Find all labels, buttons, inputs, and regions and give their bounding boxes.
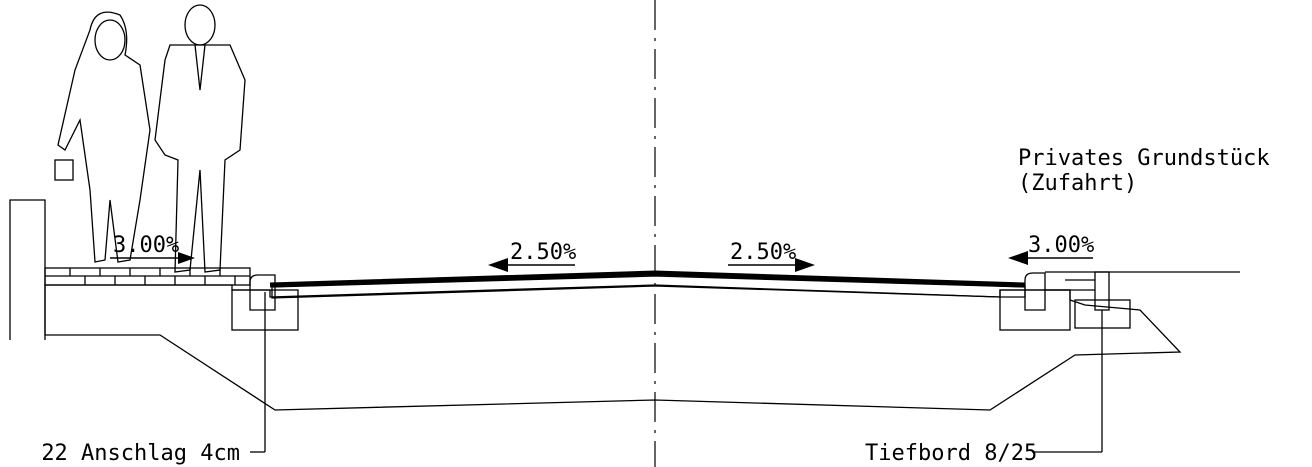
slope-label: 2.50%: [730, 240, 796, 265]
people-figure: [54, 4, 246, 273]
base-layer: [271, 275, 1026, 299]
callout: 22 Anschlag 4cm: [41, 441, 240, 466]
curb: [1024, 272, 1046, 311]
callout: Tiefbord 8/25: [865, 441, 1037, 466]
private-surface: [1045, 271, 1240, 291]
curb-foundation: [999, 289, 1071, 331]
tiefbord: [1094, 271, 1110, 311]
slope-label: 2.50%: [510, 240, 576, 265]
property-label: (Zufahrt): [1018, 171, 1137, 196]
slope-label: 3.00%: [1028, 233, 1094, 258]
concrete-base: [44, 284, 1182, 411]
paving-joints: [45, 268, 250, 285]
property-label: Privates Grundstück: [1018, 146, 1270, 171]
asphalt-surface: [269, 270, 1026, 288]
slope-arrows: [110, 251, 1093, 272]
wall: [9, 199, 46, 340]
slope-label: 3.00%: [113, 233, 179, 258]
curb: [249, 274, 276, 311]
